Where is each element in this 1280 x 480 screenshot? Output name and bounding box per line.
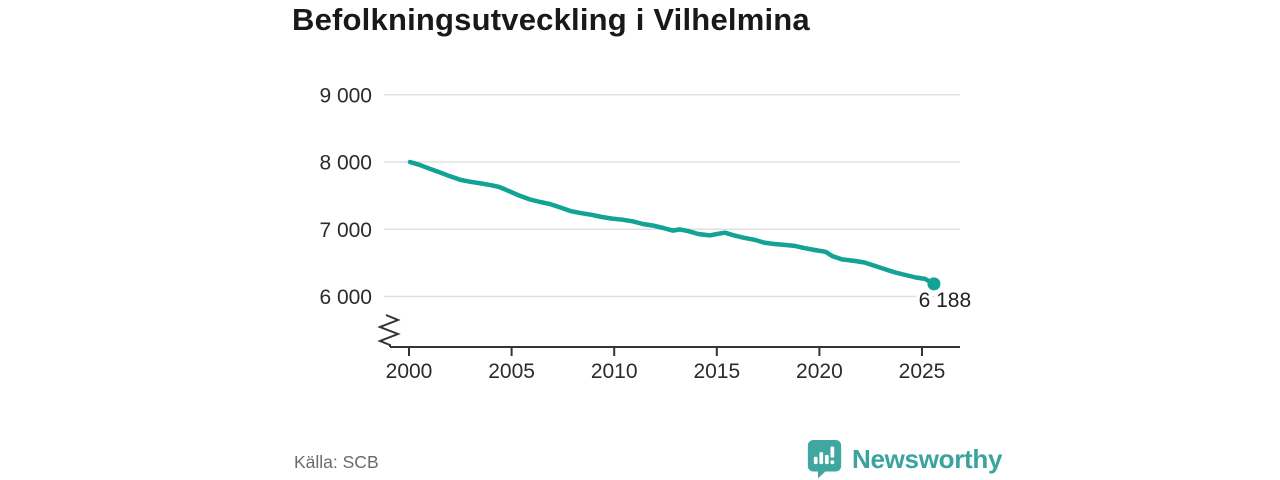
y-axis-label: 9 000 bbox=[319, 84, 372, 107]
logo-bar-chart-icon bbox=[813, 446, 835, 465]
axis-break-icon bbox=[377, 314, 401, 347]
end-value-label: 6 188 bbox=[919, 289, 972, 312]
newsworthy-logo-text: Newsworthy bbox=[852, 443, 1003, 474]
source-note: Källa: SCB bbox=[294, 452, 379, 472]
y-axis-label: 7 000 bbox=[319, 219, 372, 242]
x-axis-label: 2015 bbox=[693, 360, 740, 383]
x-axis-label: 2010 bbox=[591, 360, 638, 383]
x-axis-label: 2005 bbox=[488, 360, 535, 383]
x-axis-label: 2000 bbox=[386, 360, 433, 383]
newsworthy-logo: Newsworthy bbox=[806, 438, 1002, 480]
x-axis-label: 2025 bbox=[899, 360, 946, 383]
newsworthy-logo-icon bbox=[807, 440, 842, 479]
y-axis-label: 8 000 bbox=[319, 152, 372, 175]
end-point-marker bbox=[927, 277, 941, 291]
population-line bbox=[407, 159, 937, 287]
x-axis-label: 2020 bbox=[796, 360, 843, 383]
y-axis-label: 6 000 bbox=[319, 286, 372, 309]
chart-title: Befolkningsutveckling i Vilhelmina bbox=[292, 2, 810, 37]
